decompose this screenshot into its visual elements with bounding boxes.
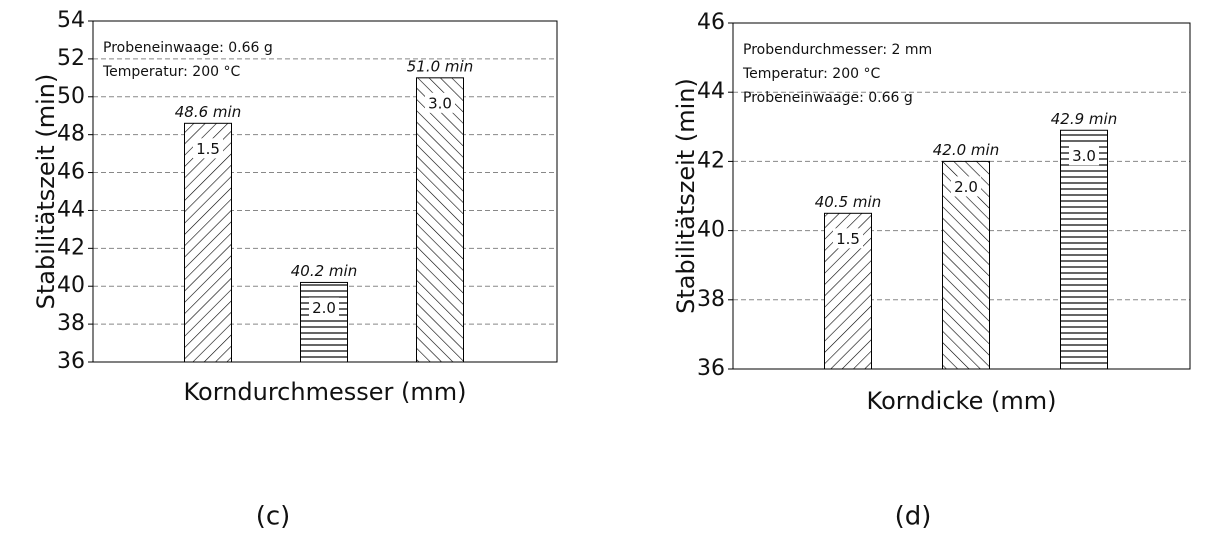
y-tick-label: 40 — [697, 218, 725, 243]
y-tick-label: 52 — [57, 46, 85, 71]
category-label-bg — [309, 297, 339, 318]
value-label: 40.2 min — [291, 262, 357, 280]
value-label: 48.6 min — [175, 103, 241, 121]
category-label: 1.5 — [836, 230, 860, 248]
y-tick-label: 50 — [57, 84, 85, 109]
category-label-bg — [1069, 145, 1099, 166]
annotation: Probendurchmesser: 2 mm — [743, 42, 932, 58]
annotation: Temperatur: 200 °C — [102, 64, 240, 80]
category-label-bg — [193, 138, 223, 159]
y-tick-label: 38 — [57, 311, 85, 336]
value-label: 51.0 min — [407, 57, 473, 75]
annotation: Temperatur: 200 °C — [742, 66, 880, 82]
y-tick-label: 42 — [697, 148, 725, 173]
y-tick-label: 36 — [697, 356, 725, 381]
y-tick-label: 54 — [57, 8, 85, 33]
y-tick-label: 40 — [57, 273, 85, 298]
y-tick-label: 44 — [57, 197, 85, 222]
value-label: 42.0 min — [933, 141, 999, 159]
y-tick-label: 38 — [697, 287, 725, 312]
bar — [416, 77, 464, 363]
y-tick-label: 44 — [697, 79, 725, 104]
plot-frame — [732, 22, 1191, 370]
value-label: 42.9 min — [1051, 110, 1117, 128]
value-label: 40.5 min — [815, 193, 881, 211]
plot-frame — [92, 20, 558, 363]
category-label: 3.0 — [1072, 147, 1096, 165]
annotation: Probeneinwaage: 0.66 g — [743, 90, 913, 106]
category-label-bg — [951, 176, 981, 197]
annotation: Probeneinwaage: 0.66 g — [103, 40, 273, 56]
x-axis-label: Korndurchmesser (mm) — [184, 378, 467, 406]
y-tick-label: 42 — [57, 235, 85, 260]
category-label-bg — [833, 228, 863, 249]
x-axis-label: Korndicke (mm) — [867, 387, 1057, 415]
category-label: 2.0 — [312, 299, 336, 317]
category-label: 1.5 — [196, 140, 220, 158]
y-axis-label: Stabilitätszeit (min) — [32, 74, 60, 310]
category-label: 3.0 — [428, 94, 452, 112]
category-label: 2.0 — [954, 178, 978, 196]
bar — [1060, 129, 1108, 370]
y-tick-label: 48 — [57, 122, 85, 147]
category-label-bg — [425, 92, 455, 113]
bar — [184, 122, 232, 363]
y-tick-label: 46 — [697, 10, 725, 35]
y-tick-label: 46 — [57, 160, 85, 185]
panel-label: (c) — [256, 502, 291, 532]
panel-label: (d) — [895, 502, 932, 532]
bar — [300, 281, 348, 363]
y-axis-label: Stabilitätszeit (min) — [672, 78, 700, 314]
y-tick-label: 36 — [57, 349, 85, 374]
